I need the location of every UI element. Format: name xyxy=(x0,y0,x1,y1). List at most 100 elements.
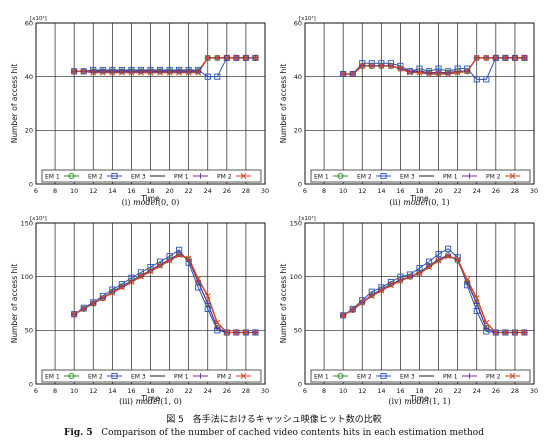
x-tick-label: 8 xyxy=(53,387,57,395)
legend-label: EM 2 xyxy=(357,174,372,181)
x-tick-label: 28 xyxy=(511,387,519,395)
data-point-pm2 xyxy=(138,69,144,76)
x-tick-label: 18 xyxy=(415,387,423,395)
data-point-pm2 xyxy=(521,329,528,336)
x-tick-label: 8 xyxy=(322,187,326,195)
x-tick-label: 30 xyxy=(530,387,538,395)
data-point-pm1 xyxy=(483,325,489,331)
legend-swatch-marker xyxy=(509,373,516,379)
subplot-caption: (iii) model(1, 0) xyxy=(119,397,182,406)
data-point-pm2 xyxy=(176,252,183,259)
x-tick-label: 10 xyxy=(70,387,78,395)
data-point-pm2 xyxy=(340,312,347,319)
data-point-em2 xyxy=(214,73,221,80)
series-line-em2 xyxy=(343,57,525,80)
x-tick-label: 18 xyxy=(415,187,423,195)
y-axis-title: Number of access hit xyxy=(10,64,19,144)
data-point-pm2 xyxy=(223,329,230,336)
data-point-pm2 xyxy=(359,62,366,69)
data-point-pm2 xyxy=(349,71,356,77)
data-point-pm2 xyxy=(473,54,480,61)
data-point-pm2 xyxy=(502,329,509,336)
data-point-pm1 xyxy=(474,300,480,307)
x-tick-label: 26 xyxy=(492,187,500,195)
data-point-pm2 xyxy=(166,257,173,264)
legend-label: PM 1 xyxy=(443,374,458,381)
legend-swatch-marker xyxy=(111,372,118,380)
data-point-pm2 xyxy=(387,62,394,69)
subplot-caption: (ii) model(0, 1) xyxy=(389,198,449,207)
data-point-em2 xyxy=(445,245,452,252)
chart-panel-3: 6 8 10 12 14 16 18 20 22 24 26 28 30 0 50 100 150[x10⁴] T… xyxy=(10,215,269,406)
x-tick-label: 22 xyxy=(185,187,193,195)
data-point-em2 xyxy=(473,307,480,315)
data-point-pm2 xyxy=(233,329,240,336)
legend-swatch-marker xyxy=(337,172,344,180)
data-point-pm2 xyxy=(378,62,385,69)
x-tick-label: 28 xyxy=(242,187,250,195)
x-axis-title: Time xyxy=(409,394,429,403)
legend-swatch-marker xyxy=(197,173,204,179)
data-point-pm2 xyxy=(118,69,125,76)
caption-figure-label: Fig. 5 xyxy=(64,428,93,438)
x-tick-label: 6 xyxy=(34,387,38,395)
data-point-em2 xyxy=(204,305,211,312)
y-tick-label: 60 xyxy=(25,19,33,27)
x-axis-title: Time xyxy=(140,394,160,403)
data-point-em2 xyxy=(435,251,442,258)
legend-swatch-marker xyxy=(68,172,75,180)
data-point-pm2 xyxy=(483,54,490,61)
data-point-pm2 xyxy=(185,255,192,262)
legend-swatch-marker xyxy=(337,372,344,380)
data-point-pm2 xyxy=(99,69,106,76)
data-point-pm2 xyxy=(128,279,135,285)
data-point-pm2 xyxy=(185,69,192,76)
data-point-pm2 xyxy=(80,68,87,75)
data-point-pm2 xyxy=(138,273,144,280)
data-point-pm2 xyxy=(340,71,347,77)
x-tick-label: 20 xyxy=(165,387,173,395)
series-line-pm2 xyxy=(73,254,256,334)
data-point-pm2 xyxy=(71,311,78,318)
legend-swatch-marker xyxy=(111,172,118,180)
legend-label: EM 2 xyxy=(88,174,103,181)
x-tick-label: 18 xyxy=(146,387,154,395)
subplot-caption: (iv) model(1, 1) xyxy=(388,397,450,406)
data-point-pm2 xyxy=(416,69,423,76)
x-tick-label: 26 xyxy=(223,187,231,195)
data-point-pm2 xyxy=(426,264,432,270)
x-tick-label: 8 xyxy=(322,387,326,395)
data-point-pm2 xyxy=(195,275,202,282)
legend: EM 1 EM 2 EM 3 PM 1 PM 2 xyxy=(41,369,262,383)
data-point-pm2 xyxy=(90,300,97,307)
data-point-pm2 xyxy=(80,305,87,312)
legend-label: EM 2 xyxy=(88,374,103,381)
x-tick-label: 16 xyxy=(127,387,135,395)
data-point-pm2 xyxy=(483,319,490,326)
subplot-caption: (i) model(0, 0) xyxy=(122,198,180,207)
plot-frame xyxy=(35,22,266,185)
caption-japanese: 図 5 各手法におけるキャッシュ映像ヒット数の比較 xyxy=(166,415,382,425)
data-point-pm2 xyxy=(407,69,413,76)
data-point-pm2 xyxy=(214,319,221,326)
x-tick-label: 22 xyxy=(185,387,193,395)
data-point-pm2 xyxy=(464,276,471,283)
legend-label: EM 3 xyxy=(400,374,415,381)
x-axis-title: Time xyxy=(140,194,160,203)
legend-swatch-marker xyxy=(240,373,247,379)
x-tick-label: 20 xyxy=(434,187,442,195)
data-point-pm2 xyxy=(368,62,375,69)
x-tick-label: 28 xyxy=(242,387,250,395)
x-tick-label: 6 xyxy=(303,187,307,195)
x-tick-label: 18 xyxy=(146,187,154,195)
x-tick-label: 10 xyxy=(339,387,347,395)
y-tick-label: 0 xyxy=(298,180,302,188)
data-point-pm2 xyxy=(157,69,163,76)
legend-label: PM 2 xyxy=(217,374,232,381)
series-line-pm1 xyxy=(342,254,525,333)
y-tick-label: 50 xyxy=(25,327,33,335)
data-point-pm1 xyxy=(214,325,220,331)
y-scale-label: [x10⁴] xyxy=(299,15,316,22)
data-point-em2 xyxy=(473,76,480,83)
data-point-pm2 xyxy=(214,54,221,61)
